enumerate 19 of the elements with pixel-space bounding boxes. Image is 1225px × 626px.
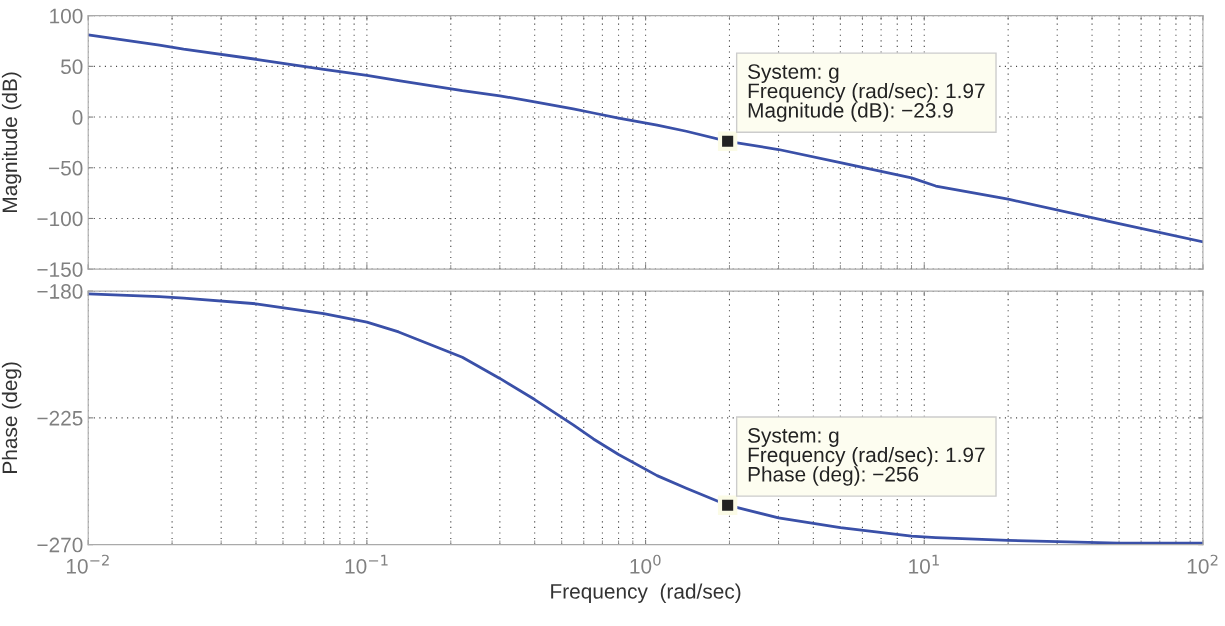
x-tick-label: 10$^{0}$ [630,554,661,574]
x-tick-label: 10$^{−2}$ [66,554,109,574]
x-axis-title: Frequency (rad/sec) [551,583,741,603]
y-tick-label: 50 [61,59,83,75]
annotation: System: g Frequency (rad/sec): 1.97 Phase (deg): −256 [748,428,985,486]
y-tick-label: 100 [50,8,83,24]
x-tick-label: 10$^{2}$ [1187,554,1218,574]
annotation: System: g Frequency (rad/sec): 1.97 Magnitude (dB): −23.9 [748,64,985,122]
y-tick-label: −50 [49,160,83,176]
y-tick-label: −270 [37,537,83,553]
y-tick-label: −150 [37,262,83,277]
y-tick-label: −180 [37,284,83,299]
y-axis-title: Phase (deg) [1,362,22,473]
y-tick-label: −225 [37,410,83,426]
y-tick-label: −100 [37,211,83,227]
x-tick-label: 10$^{−1}$ [345,554,388,574]
y-axis-title: Magnitude (dB) [1,72,22,212]
y-tick-label: 0 [72,110,83,125]
x-tick-label: 10$^{1}$ [909,554,939,574]
